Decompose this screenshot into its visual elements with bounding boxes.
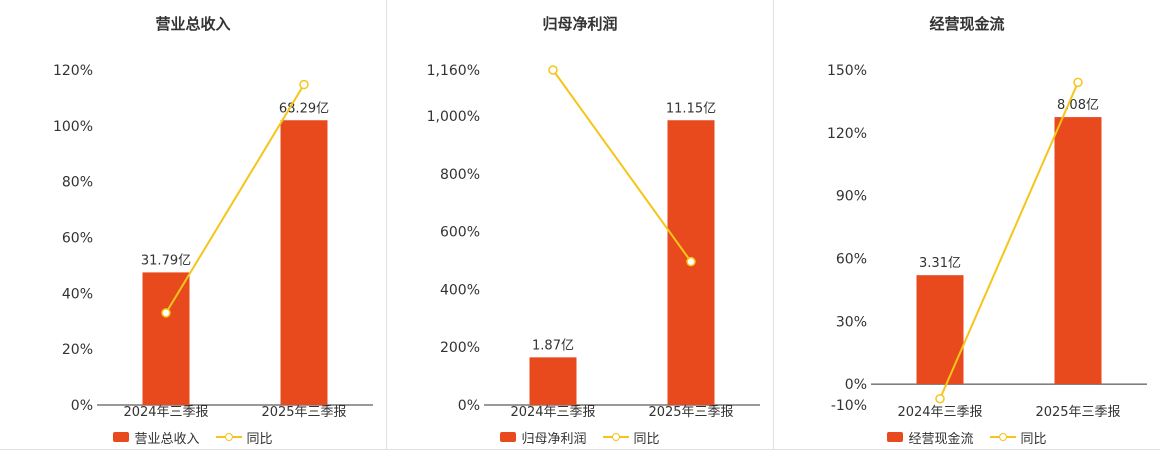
x-category-label: 2024年三季报 <box>897 405 982 420</box>
legend-label: 同比 <box>1020 431 1047 447</box>
yoy-trend-line <box>939 81 1079 400</box>
legend-item-line-series[interactable]: 同比 <box>989 428 1047 447</box>
y-axis-tick-label: 20% <box>62 342 93 358</box>
chart-panel-operating-revenue: 营业总收入 0% 20% 40% 60% 80% 100% 120% 31.79亿 68.29亿… <box>0 0 386 449</box>
bar-series-swatch-icon <box>113 432 130 442</box>
bar-series-swatch-icon <box>500 432 517 442</box>
yoy-point-marker <box>548 65 558 75</box>
y-axis-tick-label: 60% <box>836 251 867 267</box>
legend-item-line-series[interactable]: 同比 <box>602 428 660 447</box>
y-axis-tick-label: 0% <box>71 398 93 414</box>
chart-title: 经营现金流 <box>929 15 1005 33</box>
bar-value-label: 11.15亿 <box>666 101 716 116</box>
line-marker-icon <box>611 433 620 441</box>
y-axis-tick-label: 0% <box>845 377 867 393</box>
x-category-label: 2025年三季报 <box>648 405 733 420</box>
legend-item-bar-series[interactable]: 营业总收入 <box>113 428 200 447</box>
yoy-point-marker <box>935 393 945 404</box>
x-category-label: 2025年三季报 <box>261 405 346 420</box>
operating-cash-flow-chart: -10% 0% 30% 60% 90% 120% 150% 3.31亿 8.08亿 2024年三季… <box>827 63 1147 420</box>
line-marker-icon <box>224 433 233 441</box>
bar-value-label: 3.31亿 <box>919 256 961 271</box>
bar-2024年三季报 <box>142 272 190 405</box>
y-axis-tick-label: 30% <box>836 314 867 330</box>
y-axis-tick-label: 100% <box>53 119 93 135</box>
y-axis-tick-label: 80% <box>62 175 93 191</box>
y-axis-tick-label: 0% <box>458 398 480 414</box>
yoy-point-marker <box>299 79 309 90</box>
bar-value-label: 31.79亿 <box>141 253 191 268</box>
chart-title: 归母净利润 <box>542 15 618 33</box>
y-axis-tick-label: 120% <box>53 63 93 79</box>
legend-item-bar-series[interactable]: 经营现金流 <box>887 428 974 447</box>
chart-legend: 经营现金流 同比 <box>774 425 1160 449</box>
line-marker-icon <box>998 433 1007 441</box>
legend-label: 营业总收入 <box>134 431 200 447</box>
bar-series-swatch-icon <box>887 432 904 442</box>
bar-value-label: 8.08亿 <box>1057 98 1099 113</box>
bar-2024年三季报 <box>529 357 577 405</box>
yoy-point-marker <box>161 308 171 318</box>
y-axis-tick-label: 150% <box>827 63 867 79</box>
x-category-label: 2024年三季报 <box>510 405 595 420</box>
y-axis-tick-label: 60% <box>62 231 93 247</box>
y-axis-tick-label: 400% <box>440 282 480 298</box>
line-series-swatch-icon <box>602 432 629 442</box>
y-axis-tick-label: 600% <box>440 225 480 241</box>
x-category-label: 2025年三季报 <box>1035 405 1120 420</box>
chart-title: 营业总收入 <box>155 15 231 33</box>
line-series-swatch-icon <box>989 432 1016 442</box>
y-axis-tick-label: 800% <box>440 167 480 183</box>
chart-legend: 营业总收入 同比 <box>0 425 386 449</box>
legend-label: 经营现金流 <box>908 431 974 447</box>
y-axis-tick-label: 1,000% <box>427 109 480 125</box>
bar-value-label: 1.87亿 <box>532 338 574 353</box>
bar-2025年三季报 <box>1054 117 1102 385</box>
chart-panel-operating-cash-flow: 经营现金流 -10% 0% 30% 60% 90% 120% 150% 3.31亿 8.08亿 2… <box>773 0 1160 449</box>
legend-label: 同比 <box>246 431 273 447</box>
y-axis-tick-label: -10% <box>831 398 867 414</box>
legend-item-line-series[interactable]: 同比 <box>215 428 273 447</box>
yoy-trend-line <box>165 83 305 314</box>
net-profit-chart: 0% 200% 400% 600% 800% 1,000% 1,160% 1.87亿 11.15… <box>427 63 760 420</box>
y-axis-tick-label: 120% <box>827 126 867 142</box>
legend-label: 归母净利润 <box>521 431 587 447</box>
yoy-point-marker <box>686 256 696 267</box>
y-axis-tick-label: 90% <box>836 189 867 205</box>
chart-panel-net-profit: 归母净利润 0% 200% 400% 600% 800% 1,000% 1,160% 1.87… <box>386 0 773 449</box>
y-axis-tick-label: 200% <box>440 340 480 356</box>
y-axis-tick-label: 1,160% <box>427 63 480 79</box>
chart-legend: 归母净利润 同比 <box>387 425 773 449</box>
yoy-point-marker <box>1073 77 1083 88</box>
legend-item-bar-series[interactable]: 归母净利润 <box>500 428 587 447</box>
bar-2024年三季报 <box>916 275 964 385</box>
bar-2025年三季报 <box>280 120 328 405</box>
line-series-swatch-icon <box>215 432 242 442</box>
x-category-label: 2024年三季报 <box>123 405 208 420</box>
legend-label: 同比 <box>633 431 660 447</box>
y-axis-tick-label: 40% <box>62 286 93 302</box>
operating-revenue-chart: 0%20%40%60%80%100%120%31.79亿68.29亿2024年三… <box>53 63 373 420</box>
yoy-trend-line <box>552 69 692 263</box>
